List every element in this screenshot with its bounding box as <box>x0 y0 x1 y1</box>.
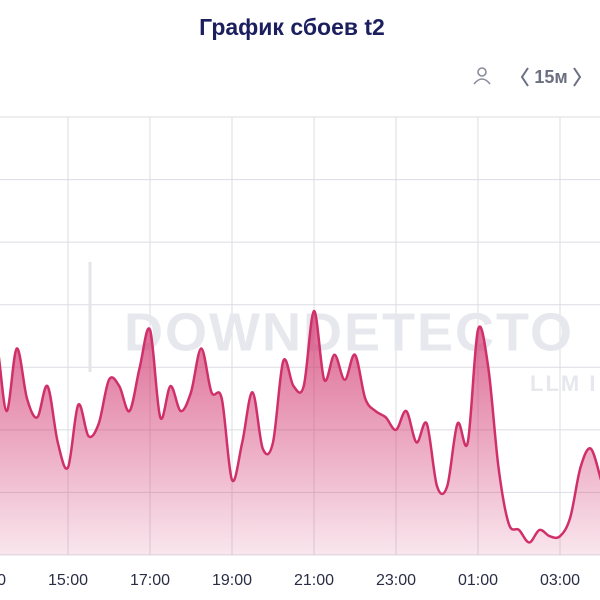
area-fill <box>0 310 600 555</box>
x-tick-label: 19:00 <box>212 572 252 589</box>
watermark: DOWNDETECTO <box>124 302 574 362</box>
prev-interval[interactable] <box>520 67 529 87</box>
x-tick-label: 23:00 <box>376 572 416 589</box>
next-interval[interactable] <box>573 67 582 87</box>
line <box>0 309 600 544</box>
x-tick-label: 13:00 <box>0 572 6 589</box>
x-tick-label: 15:00 <box>48 572 88 589</box>
x-tick-label: 17:00 <box>130 572 170 589</box>
x-tick-label: 01:00 <box>458 572 498 589</box>
x-tick-label: 21:00 <box>294 572 334 589</box>
chart-title: График сбоев t2 <box>199 14 385 40</box>
watermark-sub: LLM I <box>530 371 597 396</box>
interval-label[interactable]: 15м <box>534 67 567 87</box>
x-tick-label: 03:00 <box>540 572 580 589</box>
user-icon[interactable] <box>473 67 491 85</box>
